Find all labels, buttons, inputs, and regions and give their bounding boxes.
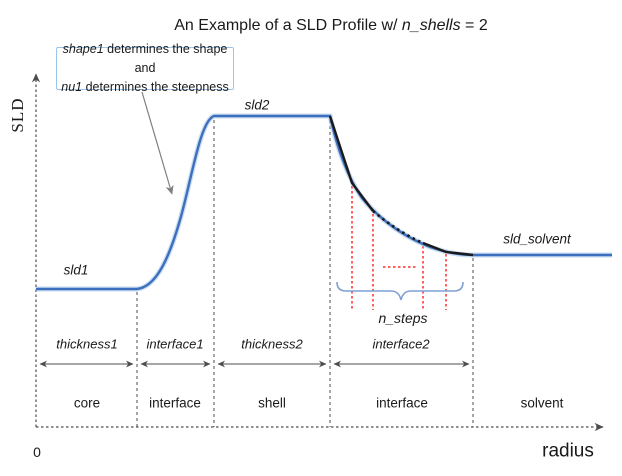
sld2-label: sld2: [244, 97, 270, 113]
sld-solvent-label: sld_solvent: [503, 231, 571, 247]
title-suffix: = 2: [460, 17, 488, 34]
region-boundary-lines: [136, 120, 474, 427]
n-steps-brace: [336, 281, 464, 301]
approx-segment-solid-right: [422, 241, 474, 257]
interface2-label: interface2: [372, 336, 430, 352]
figure-title: An Example of a SLD Profile w/ n_shells …: [174, 17, 488, 35]
sld-curve: [36, 114, 612, 291]
origin-label: 0: [33, 444, 41, 460]
annotation-line-1: shape1 determines the shape and: [57, 40, 233, 78]
callout-arrow: [141, 91, 174, 195]
region-label-interface-1: interface: [149, 395, 201, 411]
shape-annotation-box: shape1 determines the shape and nu1 dete…: [56, 42, 234, 94]
interface1-label: interface1: [146, 336, 204, 352]
title-prefix: An Example of a SLD Profile w/: [174, 17, 402, 34]
region-label-solvent: solvent: [520, 395, 564, 411]
y-axis-label: SLD: [8, 97, 27, 133]
region-label-shell: shell: [258, 395, 286, 411]
annotation-shape1-term: shape1: [62, 42, 104, 57]
annotation-line1-text: determines the shape and: [103, 42, 228, 76]
annotation-line2-text: determines the steepness: [82, 79, 229, 94]
x-axis-label: radius: [542, 440, 594, 462]
annotation-line-2: nu1 determines the steepness: [61, 78, 228, 97]
sld1-label: sld1: [63, 262, 89, 278]
title-italic-term: n_shells: [401, 17, 461, 34]
step-approximation: [328, 115, 474, 257]
thickness2-label: thickness2: [241, 336, 303, 352]
region-label-core: core: [73, 395, 101, 411]
approx-segment-dotted-middle: [372, 210, 424, 245]
step-indicator-lines: [351, 186, 447, 310]
approx-segment-solid-left: [328, 115, 374, 212]
sld-curve-halo: [36, 113, 612, 292]
annotation-nu1-term: nu1: [61, 79, 83, 94]
thickness1-label: thickness1: [56, 336, 118, 352]
region-label-interface-2: interface: [376, 395, 428, 411]
n-steps-label: n_steps: [378, 310, 428, 326]
